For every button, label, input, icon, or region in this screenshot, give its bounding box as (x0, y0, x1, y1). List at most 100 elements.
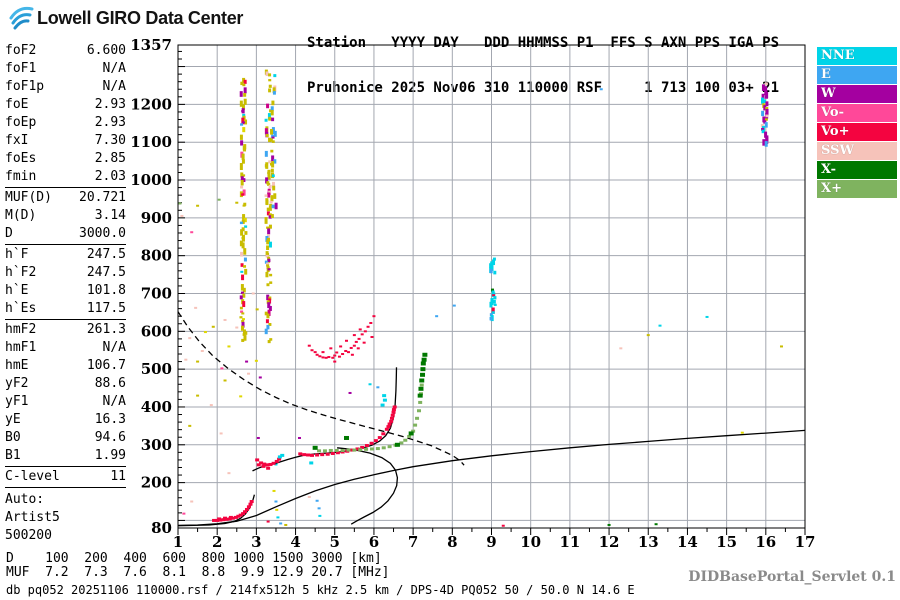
param-label: foEs (5, 151, 37, 166)
x-tick-label: 5 (330, 533, 340, 551)
lowell-giro-logo[interactable]: Lowell GIRO Data Center (6, 5, 243, 31)
param-label: foF1p (5, 79, 45, 94)
param-label: B0 (5, 430, 21, 445)
y-tick-label: 1200 (130, 95, 172, 113)
param-value: 2.93 (94, 97, 126, 112)
param-label: C-level (5, 469, 60, 484)
param-row-hf2: h`F2 247.5 (5, 264, 126, 282)
param-label: hmF1 (5, 340, 37, 355)
param-value: 2.93 (94, 115, 126, 130)
giro-waves-icon (9, 6, 34, 30)
param-label: D (5, 226, 13, 241)
param-row-fmin: fmin 2.03 (5, 168, 126, 186)
y-tick-label: 300 (141, 436, 172, 454)
x-tick-label: 12 (599, 533, 620, 551)
param-value: N/A (102, 394, 126, 409)
trace-o-mode-f-leading-edge (255, 457, 282, 470)
param-row-ye: yE 16.3 (5, 411, 126, 429)
param-group: foF2 6.600 foF1 N/A foF1p N/A foE 2.93 foEp 2.93 f… (5, 41, 126, 187)
param-value: 117.5 (86, 301, 126, 316)
y-tick-label: 80 (151, 519, 172, 537)
y-tick-label: 600 (141, 322, 172, 340)
param-value: 3000.0 (79, 226, 126, 241)
param-label: yE (5, 412, 21, 427)
auto-line: Auto: (5, 492, 45, 507)
param-label: foF1 (5, 61, 37, 76)
param-row-b0: B0 94.6 (5, 429, 126, 447)
y-tick-label: 1100 (130, 133, 172, 151)
param-row-foes: foEs 2.85 (5, 150, 126, 168)
y-tick-label: 400 (141, 398, 172, 416)
param-label: M(D) (5, 208, 37, 223)
param-group: C-level 11 (5, 466, 126, 487)
servlet-version-label: DIDBasePortal_Servlet 0.1 (688, 569, 896, 585)
legend-item-e: E (817, 66, 897, 84)
param-label: h`F2 (5, 265, 37, 280)
x-tick-label: 8 (447, 533, 457, 551)
trace-layer (212, 315, 428, 522)
x-tick-label: 1 (173, 533, 183, 551)
param-label: hmE (5, 358, 29, 373)
axis-label-layer: 8020030040050060070080090010001100120013… (130, 36, 815, 551)
param-row-hmf2: hmF2 261.3 (5, 321, 126, 339)
param-row-hf: h`F 247.5 (5, 246, 126, 264)
parameter-panel: foF2 6.600 foF1 N/A foF1p N/A foE 2.93 foEp 2.93 f… (5, 41, 126, 545)
x-tick-label: 11 (559, 533, 580, 551)
param-row-fof1: foF1 N/A (5, 60, 126, 78)
legend-item-w: W (817, 85, 897, 103)
param-row-md: M(D) 3.14 (5, 207, 126, 225)
param-value: 247.5 (86, 247, 126, 262)
param-row-foe: foE 2.93 (5, 96, 126, 114)
param-value: 94.6 (94, 430, 126, 445)
x-tick-label: 3 (251, 533, 261, 551)
param-row-hme: hmE 106.7 (5, 357, 126, 375)
auto-line: Artist5 (5, 510, 60, 525)
param-group: hmF2 261.3 hmF1 N/A hmE 106.7 yF2 88.6 yF1 N/A yE 1… (5, 319, 126, 466)
legend-item-x-: X- (817, 161, 897, 179)
trace-x-mode-f-trace (317, 383, 424, 453)
trace-o-mode-es-trace (212, 500, 254, 522)
noise-column-layer (239, 69, 769, 344)
param-label: yF1 (5, 394, 29, 409)
x-tick-label: 15 (716, 533, 737, 551)
param-value: 16.3 (94, 412, 126, 427)
param-row-d: D 3000.0 (5, 225, 126, 243)
plot-border (177, 44, 806, 529)
param-row-hmf1: hmF1 N/A (5, 339, 126, 357)
param-label: MUF(D) (5, 190, 52, 205)
y-tick-label: 800 (141, 247, 172, 265)
y-tick-label: 1357 (130, 36, 172, 54)
param-value: 20.721 (79, 190, 126, 205)
auto-line: 500200 (5, 528, 52, 543)
autoscaling-info: Auto: Artist5 500200 (5, 487, 126, 545)
x-tick-label: 16 (755, 533, 776, 551)
param-row-clevel: C-level 11 (5, 468, 126, 486)
x-tick-label: 13 (638, 533, 659, 551)
param-row-he: h`E 101.8 (5, 282, 126, 300)
d-muf-table: D 100 200 400 600 800 1000 1500 3000 [km… (6, 551, 390, 580)
param-value: 3.14 (94, 208, 126, 223)
param-value: 2.03 (94, 169, 126, 184)
param-value: 106.7 (86, 358, 126, 373)
param-row-b1: B1 1.99 (5, 447, 126, 465)
param-row-mufd: MUF(D) 20.721 (5, 189, 126, 207)
legend-item-vo+: Vo+ (817, 123, 897, 141)
trace-nne-near-trace-echoes (277, 394, 387, 465)
param-label: fxI (5, 133, 29, 148)
x-tick-label: 9 (486, 533, 496, 551)
legend-item-vo-: Vo- (817, 104, 897, 122)
param-value: 11 (110, 469, 126, 484)
logo-text: Lowell GIRO Data Center (37, 7, 244, 28)
x-tick-label: 10 (520, 533, 541, 551)
trace-o-mode-second-hop (307, 315, 376, 363)
param-row-yf1: yF1 N/A (5, 393, 126, 411)
y-tick-label: 200 (141, 474, 172, 492)
x-tick-label: 4 (290, 533, 300, 551)
param-label: foE (5, 97, 29, 112)
param-group: h`F 247.5 h`F2 247.5 h`E 101.8 h`Es 117.5 (5, 244, 126, 319)
trace-x-mode-cusp (312, 352, 428, 450)
measurement-info-line: db pq052 20251106 110000.rsf / 214fx512h… (6, 583, 635, 597)
curve-oblique-range-line (177, 429, 806, 527)
